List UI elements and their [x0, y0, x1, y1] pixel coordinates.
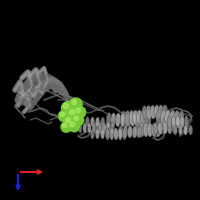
Ellipse shape [106, 129, 110, 139]
Ellipse shape [153, 122, 158, 134]
Ellipse shape [120, 113, 125, 127]
Ellipse shape [169, 110, 175, 126]
Ellipse shape [173, 125, 177, 135]
Ellipse shape [101, 117, 105, 127]
Circle shape [75, 107, 86, 118]
Ellipse shape [151, 123, 157, 137]
Ellipse shape [129, 110, 135, 126]
Circle shape [74, 106, 86, 117]
Ellipse shape [78, 123, 82, 133]
Ellipse shape [101, 129, 105, 139]
Ellipse shape [184, 116, 189, 128]
Circle shape [72, 114, 84, 126]
Ellipse shape [114, 128, 118, 140]
Ellipse shape [125, 113, 130, 127]
Ellipse shape [139, 123, 145, 137]
Ellipse shape [102, 122, 106, 134]
Circle shape [61, 122, 71, 132]
Ellipse shape [167, 122, 172, 134]
Ellipse shape [178, 125, 182, 135]
Ellipse shape [125, 111, 131, 127]
Ellipse shape [158, 122, 163, 134]
Circle shape [64, 116, 76, 129]
Circle shape [70, 110, 75, 115]
Ellipse shape [165, 110, 171, 126]
Ellipse shape [142, 105, 148, 119]
Circle shape [69, 121, 80, 132]
Circle shape [76, 108, 81, 113]
Ellipse shape [176, 116, 180, 128]
Circle shape [70, 98, 82, 110]
Ellipse shape [145, 109, 151, 125]
Ellipse shape [137, 110, 143, 126]
Ellipse shape [110, 128, 114, 140]
Ellipse shape [83, 123, 87, 133]
Ellipse shape [156, 109, 162, 125]
Ellipse shape [184, 125, 188, 135]
Ellipse shape [137, 126, 142, 138]
Ellipse shape [92, 123, 96, 133]
Ellipse shape [163, 122, 167, 134]
Ellipse shape [87, 123, 91, 133]
Ellipse shape [154, 105, 160, 119]
Ellipse shape [123, 126, 128, 138]
Ellipse shape [158, 105, 164, 119]
Ellipse shape [147, 123, 153, 137]
Ellipse shape [132, 126, 137, 138]
Circle shape [68, 108, 80, 120]
Ellipse shape [118, 128, 122, 140]
Ellipse shape [118, 126, 123, 138]
Ellipse shape [156, 123, 161, 137]
Ellipse shape [90, 129, 94, 139]
Ellipse shape [167, 116, 172, 128]
Ellipse shape [150, 105, 156, 119]
Ellipse shape [122, 128, 127, 140]
Ellipse shape [98, 122, 102, 134]
Circle shape [59, 111, 70, 122]
Ellipse shape [178, 111, 184, 126]
Ellipse shape [85, 117, 89, 127]
Circle shape [62, 102, 75, 115]
Ellipse shape [174, 110, 180, 126]
Ellipse shape [90, 117, 94, 127]
Ellipse shape [111, 113, 116, 127]
Ellipse shape [135, 123, 140, 137]
Ellipse shape [143, 123, 149, 137]
Circle shape [66, 118, 71, 123]
Circle shape [63, 103, 69, 109]
Circle shape [68, 120, 80, 132]
Ellipse shape [96, 117, 100, 127]
Circle shape [60, 112, 65, 117]
Circle shape [74, 116, 79, 121]
Ellipse shape [133, 110, 139, 126]
Circle shape [64, 116, 76, 128]
Ellipse shape [162, 105, 168, 119]
Ellipse shape [189, 125, 193, 135]
Ellipse shape [106, 113, 111, 127]
Circle shape [62, 123, 66, 128]
Ellipse shape [141, 110, 147, 126]
Circle shape [72, 100, 77, 105]
Circle shape [68, 108, 80, 120]
Ellipse shape [105, 128, 110, 140]
Ellipse shape [116, 113, 120, 127]
Ellipse shape [146, 105, 152, 119]
Ellipse shape [121, 111, 127, 127]
Ellipse shape [93, 122, 98, 134]
Ellipse shape [95, 129, 99, 139]
Circle shape [58, 110, 70, 121]
Ellipse shape [160, 110, 166, 125]
Circle shape [73, 115, 84, 126]
Circle shape [70, 98, 83, 110]
Ellipse shape [171, 116, 176, 128]
Ellipse shape [106, 122, 110, 134]
Circle shape [62, 102, 74, 114]
Ellipse shape [172, 122, 177, 134]
Circle shape [62, 122, 72, 132]
Ellipse shape [128, 126, 132, 138]
Ellipse shape [180, 116, 185, 128]
Ellipse shape [110, 122, 115, 134]
Circle shape [70, 122, 75, 127]
